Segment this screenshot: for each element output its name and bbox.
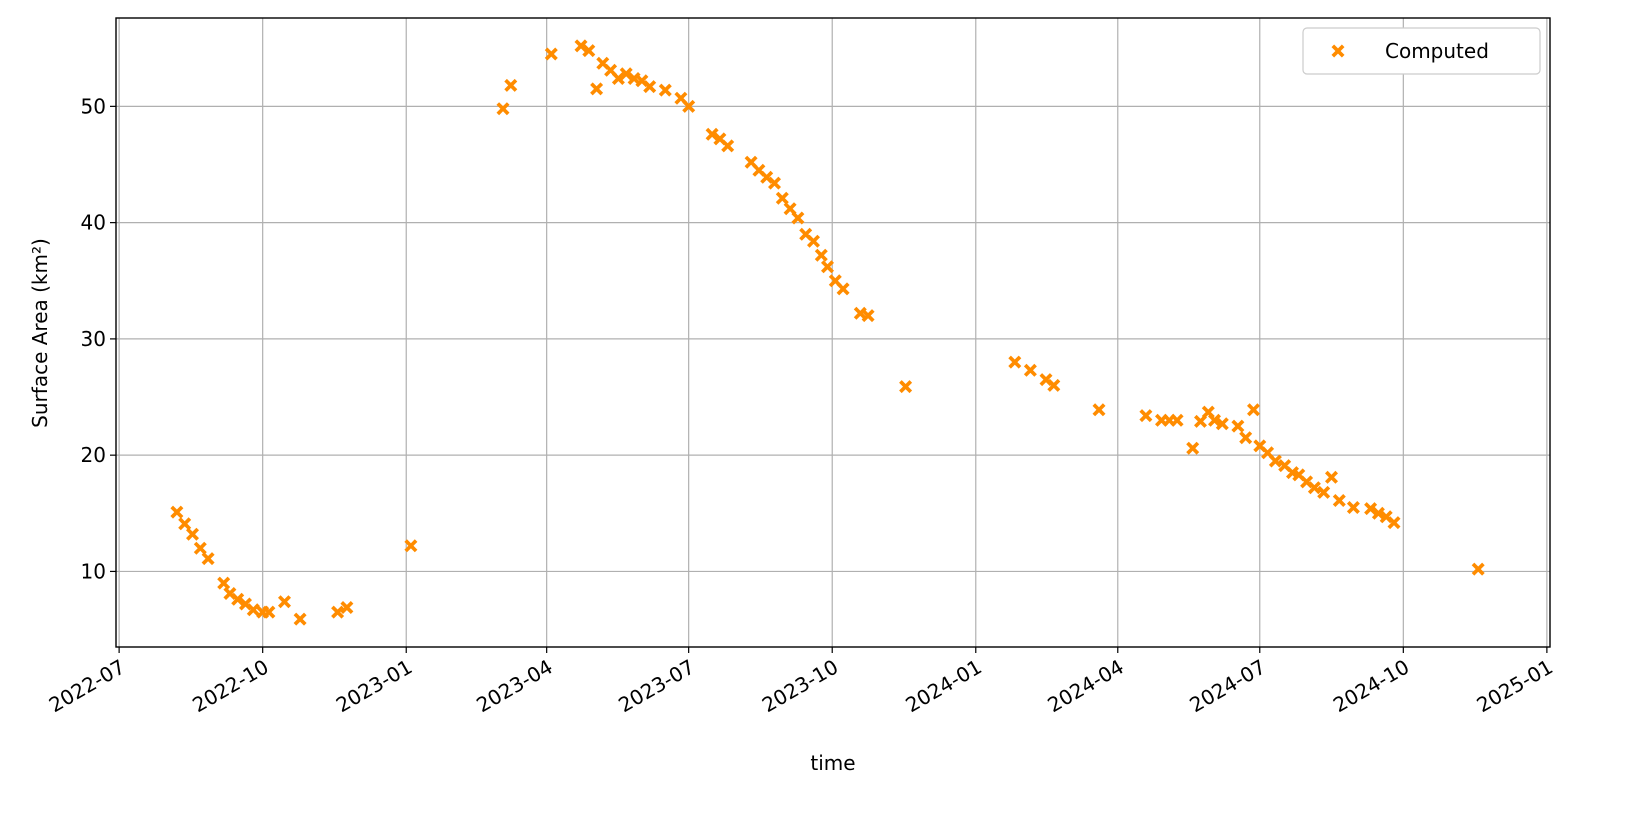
data-point	[1194, 414, 1207, 428]
data-point	[193, 541, 207, 555]
data-point	[775, 191, 789, 205]
data-point	[658, 83, 672, 97]
y-tick-label: 30	[81, 327, 106, 351]
x-tick-label: 2022-07	[45, 655, 129, 718]
data-point	[783, 202, 797, 216]
data-point	[1170, 413, 1184, 427]
data-point	[331, 605, 345, 619]
x-tick-label: 2024-01	[901, 655, 985, 718]
data-point	[186, 527, 199, 541]
x-tick-label: 2023-07	[614, 655, 698, 718]
data-point	[504, 78, 518, 92]
data-point	[899, 380, 913, 394]
y-tick-label: 50	[81, 94, 106, 118]
data-point	[1247, 403, 1260, 417]
x-tick-label: 2023-04	[472, 655, 556, 718]
data-point	[861, 309, 875, 323]
y-axis-label: Surface Area (km²)	[28, 238, 52, 428]
data-point	[1023, 363, 1037, 377]
data-point	[1208, 413, 1221, 427]
data-point	[821, 260, 834, 274]
data-point	[814, 248, 828, 262]
data-point	[1317, 485, 1331, 499]
data-point	[178, 517, 192, 531]
data-point	[682, 99, 696, 113]
data-point	[1325, 470, 1338, 484]
data-point	[293, 612, 307, 626]
data-point	[1215, 417, 1229, 431]
data-point	[1268, 454, 1282, 468]
data-point	[1371, 506, 1385, 520]
y-tick-label: 20	[81, 443, 106, 467]
x-tick-label: 2024-04	[1043, 655, 1127, 718]
data-point	[496, 102, 510, 116]
data-point	[705, 127, 719, 141]
data-point	[1008, 355, 1022, 369]
data-point	[768, 176, 781, 190]
legend-marker	[1331, 44, 1345, 58]
data-point	[1364, 502, 1378, 516]
x-tick-label: 2023-01	[332, 655, 416, 718]
data-point	[262, 605, 276, 619]
data-point	[1471, 562, 1485, 576]
y-tick-label: 40	[81, 211, 106, 235]
x-axis-label: time	[810, 751, 855, 775]
data-point	[1139, 409, 1153, 423]
data-point	[643, 80, 657, 94]
data-point	[791, 211, 805, 225]
data-point	[582, 44, 596, 58]
data-point	[1307, 481, 1321, 495]
x-tick-label: 2024-07	[1185, 655, 1269, 718]
data-point	[217, 576, 231, 590]
data-point	[1332, 494, 1346, 507]
data-point	[721, 139, 735, 153]
data-point	[544, 47, 558, 61]
data-point	[278, 595, 291, 609]
data-point	[619, 67, 633, 81]
legend-label: Computed	[1385, 39, 1489, 63]
data-point	[1231, 419, 1245, 433]
data-point	[1239, 431, 1253, 445]
plot-frame	[115, 17, 1551, 648]
data-point	[170, 505, 184, 519]
data-point	[1387, 516, 1401, 530]
data-point	[590, 82, 604, 96]
x-tick-label: 2025-01	[1472, 655, 1556, 718]
legend-box	[1302, 27, 1541, 75]
x-tick-label: 2024-10	[1329, 655, 1413, 718]
x-tick-label: 2022-10	[188, 655, 272, 718]
data-point	[1186, 441, 1200, 455]
data-point	[1092, 403, 1106, 417]
data-point	[231, 592, 245, 606]
data-point	[807, 234, 820, 248]
data-point	[340, 601, 354, 614]
data-point	[246, 603, 260, 617]
data-point	[611, 72, 625, 85]
data-point	[1047, 378, 1061, 392]
data-point	[836, 282, 850, 296]
data-point	[201, 552, 215, 566]
data-point	[574, 39, 588, 53]
data-point	[1346, 501, 1360, 514]
data-point	[404, 539, 418, 553]
x-tick-label: 2023-10	[758, 655, 842, 718]
y-tick-label: 10	[81, 559, 106, 583]
